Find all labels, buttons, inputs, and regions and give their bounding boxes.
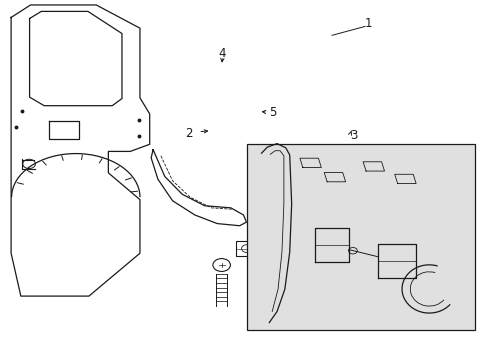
Text: 3: 3 — [349, 129, 357, 142]
FancyBboxPatch shape — [246, 144, 474, 330]
Text: 4: 4 — [219, 47, 226, 60]
Text: 5: 5 — [268, 106, 276, 120]
Text: 2: 2 — [184, 127, 192, 140]
Text: 1: 1 — [364, 17, 371, 30]
